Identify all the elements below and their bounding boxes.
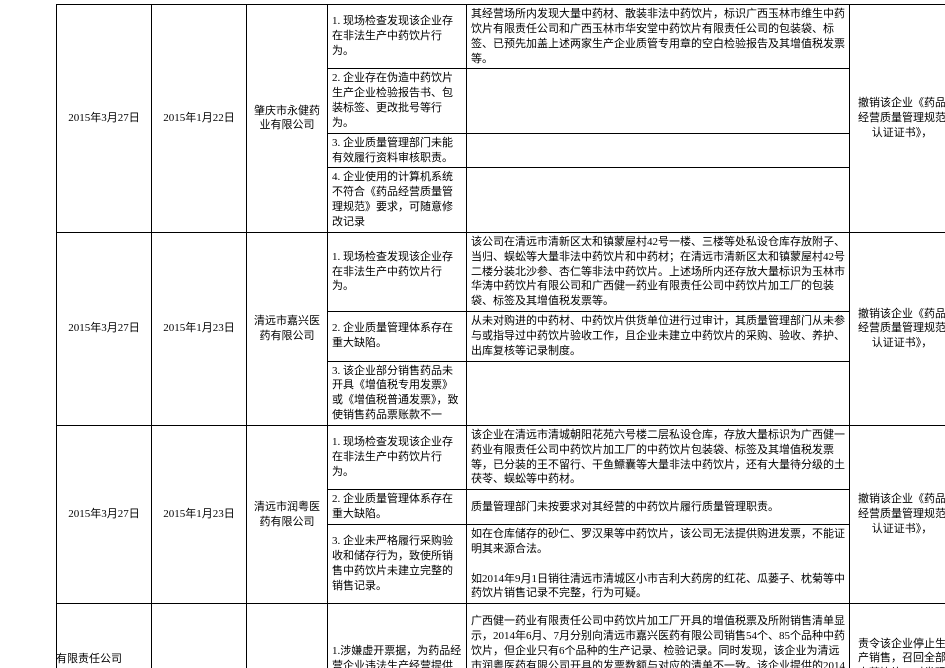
cell-issue: 1. 现场检查发现该企业存在非法生产中药饮片行为。 (328, 5, 467, 69)
table-row: 2015年3月27日 2015年1月23日 清远市润粤医药有限公司 1. 现场检… (57, 425, 945, 489)
cell-desc: 从未对购进的中药材、中药饮片供货单位进行过审计，其质量管理部门从未参与或指导过中… (467, 312, 850, 362)
cell-insp: 2015年1月23日 (152, 232, 247, 425)
cell-desc (467, 168, 850, 232)
cell-desc (467, 133, 850, 168)
page: 2015年3月27日 2015年1月22日 肇庆市永健药业有限公司 1. 现场检… (0, 0, 945, 668)
cell-date: 2015年3月27日 (57, 232, 152, 425)
cell-date: 2015年3月27日 (57, 425, 152, 603)
cell-desc: 该公司在清远市清新区太和镇蒙屋村42号一楼、三楼等处私设仓库存放附子、当归、蜈蚣… (467, 232, 850, 311)
cell-issue: 1.涉嫌虚开票据，为药品经营企业违法生产经营提供便利。 (328, 604, 467, 668)
cell-desc: 广西健一药业有限责任公司中药饮片加工厂开具的增值税票及所附销售清单显示，2014… (467, 604, 850, 668)
table-row: 1.涉嫌虚开票据，为药品经营企业违法生产经营提供便利。 广西健一药业有限责任公司… (57, 604, 945, 668)
cell-insp (152, 604, 247, 668)
cell-desc (467, 361, 850, 425)
table-row: 2015年3月27日 2015年1月22日 肇庆市永健药业有限公司 1. 现场检… (57, 5, 945, 69)
cell-action: 撤销该企业《药品经营质量管理规范认证证书》， (850, 425, 945, 603)
cell-issue: 3. 企业未严格履行采购验收和储存行为，致使所销售中药饮片未建立完整的销售记录。 (328, 525, 467, 604)
cell-company: 清远市嘉兴医药有限公司 (247, 232, 328, 425)
cell-desc: 该企业在清远市清城朝阳花苑六号楼二层私设仓库，存放大量标识为广西健一药业有限责任… (467, 425, 850, 489)
cell-action: 撤销该企业《药品经营质量管理规范认证证书》， (850, 5, 945, 233)
cell-action: 撤销该企业《药品经营质量管理规范认证证书》， (850, 232, 945, 425)
cell-company: 清远市润粤医药有限公司 (247, 425, 328, 603)
cell-insp: 2015年1月23日 (152, 425, 247, 603)
cell-issue: 1. 现场检查发现该企业存在非法生产中药饮片行为。 (328, 232, 467, 311)
cell-issue: 2. 企业存在伪造中药饮片生产企业检验报告书、包装标签、更改批号等行为。 (328, 69, 467, 133)
cell-desc (467, 69, 850, 133)
inspection-table: 2015年3月27日 2015年1月22日 肇庆市永健药业有限公司 1. 现场检… (56, 4, 945, 668)
cell-issue: 4. 企业使用的计算机系统不符合《药品经营质量管理规范》要求，可随意修改记录 (328, 168, 467, 232)
cell-issue: 3. 该企业部分销售药品未开具《增值税专用发票》或《增值税普通发票》，致使销售药… (328, 361, 467, 425)
cell-issue: 2. 企业质量管理体系存在重大缺陷。 (328, 312, 467, 362)
cell-insp: 2015年1月22日 (152, 5, 247, 233)
cell-issue: 1. 现场检查发现该企业存在非法生产中药饮片行为。 (328, 425, 467, 489)
cell-date: 2015年3月27日 (57, 5, 152, 233)
cell-desc: 质量管理部门未按要求对其经营的中药饮片履行质量管理职责。 (467, 490, 850, 525)
cell-action: 责令该企业停止生产销售，召回全部中药饮片；对发现的违法违 (850, 604, 945, 668)
cell-desc: 如在仓库储存的砂仁、罗汉果等中药饮片，该公司无法提供购进发票，不能证明其来源合法… (467, 525, 850, 604)
footnote-text: 有限责任公司 (56, 650, 122, 666)
cell-issue: 2. 企业质量管理体系存在重大缺陷。 (328, 490, 467, 525)
cell-issue: 3. 企业质量管理部门未能有效履行资料审核职责。 (328, 133, 467, 168)
cell-company (247, 604, 328, 668)
cell-desc: 其经营场所内发现大量中药材、散装非法中药饮片，标识广西玉林市维生中药饮片有限责任… (467, 5, 850, 69)
table-row: 2015年3月27日 2015年1月23日 清远市嘉兴医药有限公司 1. 现场检… (57, 232, 945, 311)
cell-company: 肇庆市永健药业有限公司 (247, 5, 328, 233)
